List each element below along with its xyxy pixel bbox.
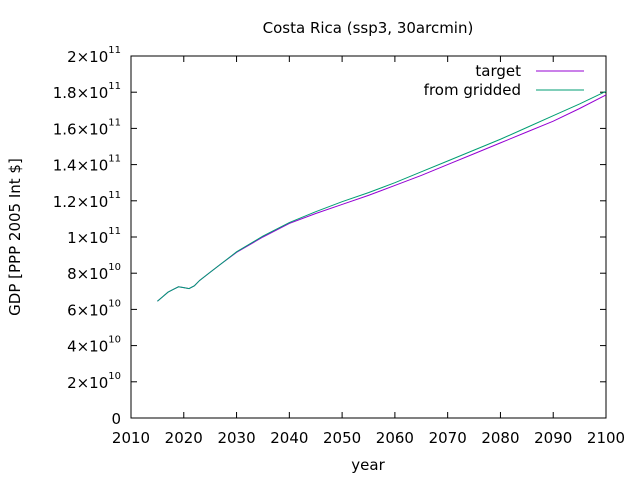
y-tick-label: 1.4×1011 (53, 154, 121, 175)
y-tick-label: 1.8×1011 (53, 81, 121, 102)
series-layer (157, 90, 607, 302)
x-axis-label: year (351, 456, 385, 474)
y-tick-exponent: 10 (108, 262, 121, 273)
x-tick-label: 2060 (376, 429, 414, 447)
plot-frame (130, 55, 607, 419)
y-tick-exponent: 11 (108, 226, 121, 237)
y-tick-label: 2×1010 (67, 371, 121, 392)
y-tick-label: 4×1010 (67, 335, 121, 356)
y-tick-mantissa: 6×10 (67, 301, 108, 319)
x-tick-label: 2010 (112, 429, 150, 447)
y-tick-mantissa: 8×10 (67, 265, 108, 283)
y-tick-label: 0 (111, 410, 121, 428)
y-tick-exponent: 11 (108, 154, 121, 165)
y-tick-mantissa: 1.4×10 (53, 157, 109, 175)
y-tick-exponent: 11 (108, 117, 121, 128)
y-axis-label: GDP [PPP 2005 Int $] (6, 158, 24, 316)
y-tick-mantissa: 1.2×10 (53, 193, 109, 211)
y-tick-label: 1×1011 (67, 226, 121, 247)
y-tick-exponent: 10 (108, 371, 121, 382)
x-tick-label: 2050 (323, 429, 361, 447)
x-tick-label: 2090 (534, 429, 572, 447)
y-axis: 02×10104×10106×10108×10101×10111.2×10111… (53, 45, 606, 428)
legend-label-target: target (475, 62, 521, 80)
y-tick-label: 1.6×1011 (53, 117, 121, 138)
y-tick-exponent: 10 (108, 335, 121, 346)
legend: target from gridded (424, 62, 584, 99)
x-tick-label: 2070 (429, 429, 467, 447)
y-tick-exponent: 11 (108, 81, 121, 92)
series-line-from-gridded (157, 90, 607, 302)
y-tick-label: 2×1011 (67, 45, 121, 66)
x-tick-label: 2020 (165, 429, 203, 447)
x-tick-label: 2040 (270, 429, 308, 447)
x-tick-label: 2080 (481, 429, 519, 447)
y-tick-exponent: 10 (108, 298, 121, 309)
y-tick-exponent: 11 (108, 190, 121, 201)
x-tick-label: 2030 (217, 429, 255, 447)
y-tick-mantissa: 1.6×10 (53, 120, 109, 138)
y-tick-label: 1.2×1011 (53, 190, 121, 211)
x-axis: 2010 2020 2030 2040 2050 2060 2070 2080 2090 2100 (112, 56, 625, 447)
y-tick-mantissa: 2×10 (67, 374, 108, 392)
series-line-target (157, 94, 607, 302)
legend-label-from-gridded: from gridded (424, 81, 521, 99)
y-tick-label: 8×1010 (67, 262, 121, 283)
y-tick-exponent: 11 (108, 45, 121, 56)
y-tick-mantissa: 1×10 (67, 229, 108, 247)
y-tick-mantissa: 2×10 (67, 48, 108, 66)
y-tick-mantissa: 1.8×10 (53, 84, 109, 102)
chart-title: Costa Rica (ssp3, 30arcmin) (263, 19, 474, 37)
y-tick-mantissa: 0 (111, 410, 121, 428)
y-tick-mantissa: 4×10 (67, 338, 108, 356)
y-tick-label: 6×1010 (67, 298, 121, 319)
x-tick-label: 2100 (587, 429, 625, 447)
